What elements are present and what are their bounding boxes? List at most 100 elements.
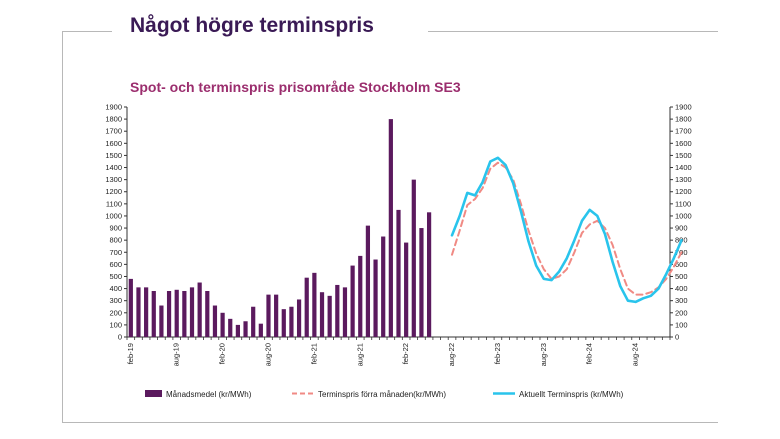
y-tick-label-right: 200 [675, 308, 688, 317]
bar [174, 289, 179, 337]
bar [411, 179, 416, 337]
bar [159, 305, 164, 337]
y-tick-label-right: 1700 [675, 127, 692, 136]
bar [327, 295, 332, 337]
y-tick-label-right: 1200 [675, 187, 692, 196]
x-tick-label: feb-24 [585, 343, 594, 364]
y-tick-label-right: 300 [675, 296, 688, 305]
bar [228, 318, 233, 337]
bar [296, 299, 302, 337]
bar [258, 323, 263, 337]
x-tick-label: aug-24 [631, 343, 640, 366]
current-forward-line [450, 156, 683, 304]
bar [266, 294, 271, 337]
bar [281, 309, 286, 337]
heading-rule-right [428, 31, 718, 32]
y-tick-label-left: 1300 [105, 175, 122, 184]
bar [373, 259, 378, 337]
y-tick-label-right: 1000 [675, 211, 692, 220]
y-tick-label-left: 1500 [105, 151, 122, 160]
bar [312, 272, 317, 337]
x-tick-label: aug-22 [447, 343, 456, 366]
y-tick-label-left: 200 [109, 308, 122, 317]
bar [304, 277, 309, 337]
y-tick-label-left: 300 [109, 296, 122, 305]
bar [189, 287, 195, 337]
legend-item-monthly-avg-swatch [145, 390, 162, 397]
chart-title: Spot- och terminspris prisområde Stockho… [130, 79, 461, 95]
x-tick-label: aug-20 [263, 343, 272, 366]
y-tick-label-left: 1900 [105, 103, 122, 112]
bar [182, 291, 187, 337]
bar [151, 291, 156, 337]
y-tick-label-right: 1500 [675, 151, 692, 160]
y-tick-label-right: 1100 [675, 199, 691, 208]
x-tick-label: feb-19 [126, 343, 135, 364]
y-tick-label-right: 1600 [675, 139, 692, 148]
y-tick-label-left: 100 [109, 320, 122, 329]
bar [212, 305, 218, 337]
y-tick-label-right: 100 [675, 320, 688, 329]
y-tick-label-right: 1400 [675, 163, 692, 172]
y-tick-label-left: 700 [109, 248, 122, 257]
bar [388, 119, 393, 338]
y-tick-label-left: 1100 [106, 199, 122, 208]
bar [426, 212, 432, 337]
legend-item-previous-forward-label: Terminspris förra månaden(kr/MWh) [318, 390, 446, 399]
bar [396, 209, 401, 337]
y-tick-label-right: 900 [675, 224, 688, 233]
y-tick-label-right: 1900 [675, 103, 692, 112]
y-tick-label-left: 1400 [105, 163, 122, 172]
y-tick-label-left: 400 [109, 284, 122, 293]
y-tick-label-left: 0 [118, 333, 122, 342]
x-tick-label: feb-20 [218, 343, 227, 364]
page-heading: Något högre terminspris [130, 14, 374, 37]
bar [335, 284, 340, 337]
bar [289, 306, 294, 337]
bar [381, 236, 386, 337]
bar [136, 287, 141, 337]
y-tick-label-left: 900 [109, 224, 122, 233]
bar [365, 225, 371, 337]
frame-rule-left [62, 31, 63, 423]
y-tick-label-left: 500 [109, 272, 122, 281]
frame-rule-bottom [62, 422, 718, 423]
y-tick-label-right: 400 [675, 284, 688, 293]
x-tick-label: feb-22 [401, 343, 410, 364]
heading-rule-left [62, 31, 112, 32]
y-tick-label-left: 1600 [105, 139, 122, 148]
bar [220, 312, 225, 337]
legend-item-monthly-avg-label: Månadsmedel (kr/MWh) [166, 390, 252, 399]
bar [243, 321, 248, 337]
y-tick-label-right: 600 [675, 260, 688, 269]
bar [358, 255, 363, 337]
plot-area: 0 0 100 100 200 200 300 300 400 400 500 500 600 600 70… [105, 103, 691, 367]
bar [197, 282, 202, 337]
x-tick-label: feb-21 [309, 343, 318, 364]
y-tick-label-left: 1200 [105, 187, 122, 196]
bar [205, 291, 210, 337]
bar [342, 287, 348, 337]
bar [274, 294, 279, 337]
y-tick-label-left: 1000 [105, 211, 122, 220]
y-tick-label-left: 1700 [105, 127, 122, 136]
y-tick-label-right: 500 [675, 272, 688, 281]
y-tick-label-left: 1800 [105, 115, 122, 124]
bar [404, 242, 409, 337]
x-tick-label: aug-21 [355, 343, 364, 366]
y-tick-label-right: 1800 [675, 115, 692, 124]
y-tick-label-left: 800 [109, 236, 122, 245]
y-tick-label-right: 1300 [675, 175, 692, 184]
bar [319, 292, 325, 337]
bar [128, 278, 133, 337]
bar [144, 287, 149, 337]
x-tick-label: aug-23 [539, 343, 548, 366]
x-tick-label: feb-23 [493, 343, 502, 364]
y-tick-label-right: 0 [675, 333, 679, 342]
bar [350, 265, 355, 337]
y-tick-label-left: 600 [109, 260, 122, 269]
bar [235, 324, 240, 337]
legend: Månadsmedel (kr/MWh) Terminspris förra må… [145, 390, 624, 399]
